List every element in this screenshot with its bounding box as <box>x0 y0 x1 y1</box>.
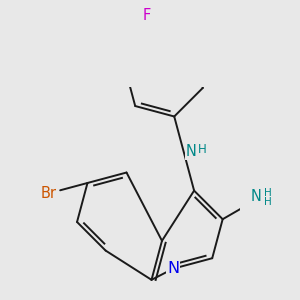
Text: F: F <box>143 8 151 22</box>
Text: Br: Br <box>40 186 56 201</box>
Text: H: H <box>264 188 272 197</box>
Text: N: N <box>185 144 197 159</box>
Text: N: N <box>250 190 261 205</box>
Text: N: N <box>167 261 179 276</box>
Text: H: H <box>198 143 207 156</box>
Text: H: H <box>264 197 272 207</box>
